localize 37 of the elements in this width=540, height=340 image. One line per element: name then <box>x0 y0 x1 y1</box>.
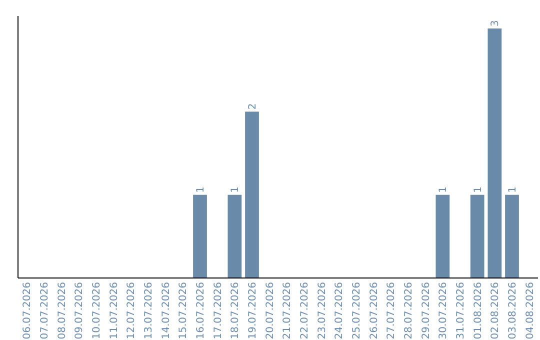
x-tick-label: 14.07.2026 <box>160 282 172 340</box>
x-tick-label: 12.07.2026 <box>126 282 138 340</box>
x-tick-label: 03.08.2026 <box>508 282 518 340</box>
x-tick-label: 26.07.2026 <box>368 282 380 340</box>
data-label: 1 <box>230 186 242 193</box>
x-tick-label: 31.07.2026 <box>456 282 466 340</box>
x-tick-label: 23.07.2026 <box>316 282 328 340</box>
data-label: 1 <box>508 186 518 193</box>
x-tick-label: 28.07.2026 <box>404 282 414 340</box>
x-tick-label: 15.07.2026 <box>178 282 190 340</box>
x-tick-label: 30.07.2026 <box>438 282 450 340</box>
x-tick-label: 02.08.2026 <box>490 282 502 340</box>
x-tick-label: 08.07.2026 <box>56 282 68 340</box>
x-tick-label: 27.07.2026 <box>386 282 398 340</box>
x-tick-label: 19.07.2026 <box>248 282 258 340</box>
x-tick-label: 13.07.2026 <box>144 282 154 340</box>
x-tick-label: 29.07.2026 <box>420 282 432 340</box>
x-tick-label: 01.08.2026 <box>472 282 484 340</box>
x-tick-label: 11.07.2026 <box>108 282 120 340</box>
x-tick-label: 25.07.2026 <box>352 282 362 340</box>
data-label: 2 <box>248 103 258 110</box>
x-tick-label: 21.07.2026 <box>282 282 294 340</box>
data-label: 1 <box>438 186 450 193</box>
x-tick-label: 24.07.2026 <box>334 282 346 340</box>
data-label: 1 <box>196 186 206 193</box>
x-tick-label: 06.07.2026 <box>22 282 34 340</box>
x-tick-label: 07.07.2026 <box>40 282 50 340</box>
data-label: 1 <box>472 186 484 193</box>
x-tick-label: 20.07.2026 <box>264 282 276 340</box>
x-tick-label: 22.07.2026 <box>300 282 310 340</box>
data-label: 3 <box>490 20 502 26</box>
x-tick-label: 09.07.2026 <box>74 282 86 340</box>
x-tick-label: 04.08.2026 <box>524 282 536 340</box>
x-tick-label: 18.07.2026 <box>230 282 242 340</box>
x-tick-label: 17.07.2026 <box>212 282 224 340</box>
x-tick-label: 16.07.2026 <box>196 282 206 340</box>
x-tick-label: 10.07.2026 <box>92 282 102 340</box>
